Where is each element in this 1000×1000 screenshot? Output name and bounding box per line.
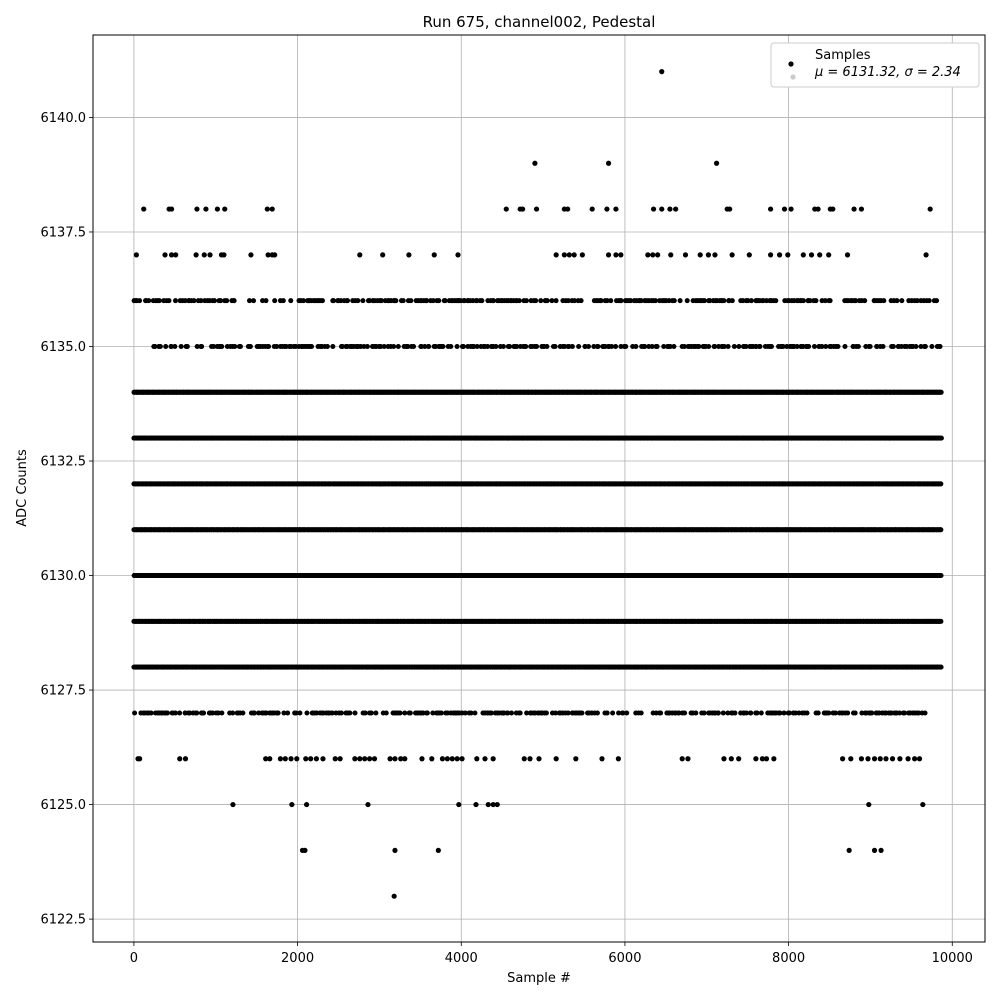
data-point [938, 435, 944, 441]
data-points [131, 69, 944, 899]
data-point [938, 481, 944, 487]
data-point [938, 527, 944, 533]
data-point [938, 573, 944, 579]
